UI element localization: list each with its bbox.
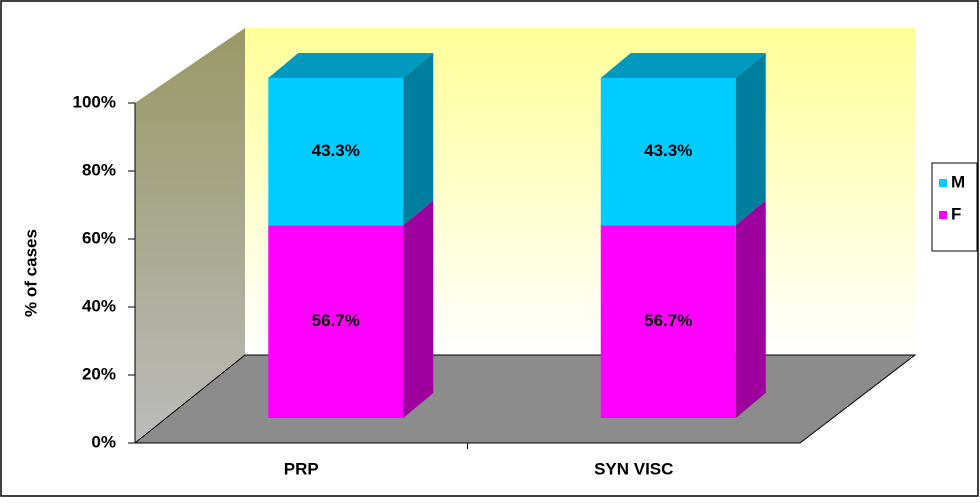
bar-side bbox=[735, 200, 766, 418]
data-label: 43.3% bbox=[312, 141, 360, 160]
bar bbox=[600, 225, 736, 418]
side-wall bbox=[135, 28, 245, 443]
legend-label: F bbox=[951, 204, 961, 223]
legend-swatch bbox=[939, 179, 947, 187]
legend-swatch bbox=[939, 211, 947, 219]
y-tick-label: 80% bbox=[82, 160, 116, 179]
y-tick-label: 100% bbox=[73, 92, 116, 111]
y-tick-label: 0% bbox=[91, 432, 116, 451]
x-tick-label: SYN VISC bbox=[594, 459, 673, 478]
y-tick-label: 60% bbox=[82, 228, 116, 247]
bar-side bbox=[735, 53, 766, 226]
y-tick-label: 20% bbox=[82, 364, 116, 383]
legend bbox=[931, 162, 978, 252]
bar bbox=[268, 225, 404, 418]
y-tick-label: 40% bbox=[82, 296, 116, 315]
data-label: 56.7% bbox=[644, 311, 692, 330]
bar-side bbox=[403, 200, 434, 418]
bar bbox=[268, 78, 404, 226]
legend-label: M bbox=[951, 172, 965, 191]
bar-side bbox=[403, 53, 434, 226]
bar-top bbox=[268, 53, 434, 78]
bar bbox=[600, 78, 736, 226]
data-label: 56.7% bbox=[312, 311, 360, 330]
x-tick-label: PRP bbox=[284, 459, 319, 478]
y-axis-label: % of cases bbox=[21, 229, 40, 317]
data-label: 43.3% bbox=[644, 141, 692, 160]
bar-top bbox=[600, 53, 766, 78]
floor bbox=[133, 354, 917, 444]
